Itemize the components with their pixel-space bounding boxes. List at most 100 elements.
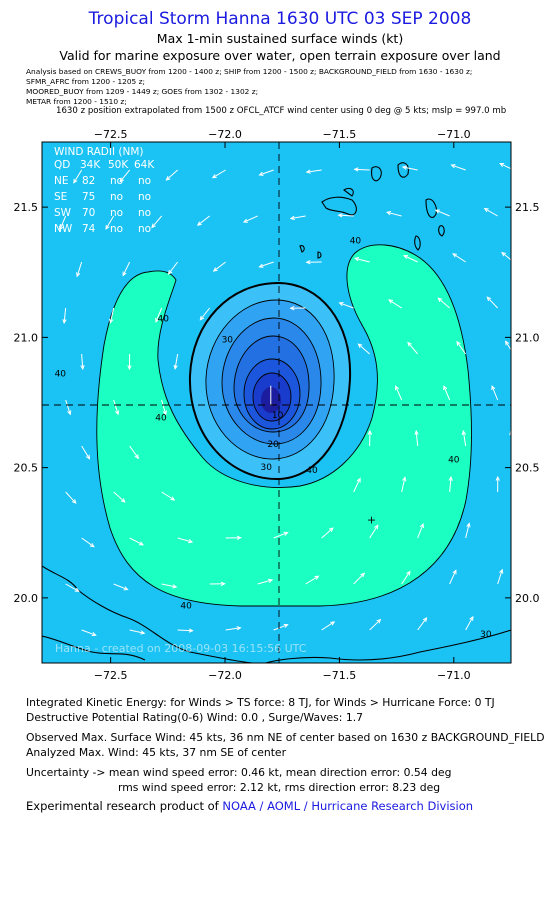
wind-vector-head	[338, 302, 344, 307]
uncertainty-line: Uncertainty -> mean wind speed error: 0.…	[26, 766, 452, 779]
wind-vector-head	[407, 341, 412, 347]
wind-vector-head	[188, 628, 194, 633]
wind-vector-head	[491, 385, 496, 391]
wind-vector	[290, 215, 306, 220]
wind-vector-head	[422, 617, 428, 622]
wind-vector-head	[353, 167, 359, 172]
wind-vector-head	[115, 410, 120, 416]
wind-vector-head	[74, 587, 80, 592]
wind-vector	[465, 523, 470, 539]
map-frame	[41, 141, 512, 664]
wind-vector-head	[374, 524, 379, 530]
wind-vector	[119, 169, 131, 182]
wind-radii-nw-34k: 74	[82, 223, 96, 235]
wind-vector-head	[119, 177, 124, 183]
creation-credit: Hanna - created on 2008-09-03 16:15:56 U…	[55, 642, 307, 655]
wind-vector-head	[127, 365, 132, 371]
wind-vector	[395, 386, 403, 401]
lon-tick-label: −71.5	[323, 669, 357, 682]
contour-label: 30	[260, 463, 272, 473]
wind-vector-head	[305, 259, 311, 265]
wind-vector-head	[328, 527, 334, 532]
wind-vector-head	[258, 171, 264, 176]
wind-vector	[113, 399, 119, 415]
uncertainty-line: rms wind speed error: 2.12 kt, rms direc…	[118, 781, 441, 794]
lon-tick-label: −72.0	[208, 128, 242, 141]
wind-radii-se-34k: 75	[82, 191, 95, 203]
position-note: 1630 z position extrapolated from 1500 z…	[56, 106, 507, 116]
wind-vector-head	[360, 572, 366, 578]
wind-vector-head	[448, 475, 453, 481]
wind-vector-head	[461, 430, 467, 436]
max-wind-marker: +	[367, 514, 376, 527]
wind-vector	[369, 525, 379, 539]
contour-label: 40	[306, 466, 318, 476]
wind-vector-head	[456, 340, 461, 346]
coastline-caicos	[371, 166, 382, 182]
lat-tick-label: 20.0	[515, 592, 540, 605]
wind-vector	[353, 478, 361, 493]
wind-vector-head	[376, 618, 382, 624]
wind-vector-head	[85, 454, 91, 460]
wind-vector	[168, 261, 179, 275]
wind-vector	[407, 342, 419, 355]
lat-tick-label: 20.0	[14, 592, 39, 605]
dpr-line: Destructive Potential Rating(0-6) Wind: …	[26, 711, 364, 724]
wind-vector-head	[499, 568, 504, 574]
source-line: METAR from 1200 - 1510 z;	[26, 97, 127, 106]
wind-vector	[514, 616, 520, 630]
wind-vector-head	[109, 318, 114, 324]
lon-tick-label: −71.0	[437, 128, 471, 141]
lat-tick-label: 21.5	[14, 201, 39, 214]
experimental-credit: Experimental research product of NOAA / …	[26, 799, 473, 813]
wind-vector	[273, 532, 288, 539]
lon-tick-label: −72.5	[94, 669, 128, 682]
wind-vector-head	[395, 385, 400, 391]
wind-radii-nw-50k: no	[110, 223, 123, 235]
wind-vector	[437, 297, 450, 309]
wind-vector	[122, 261, 131, 276]
wind-contour-line	[96, 244, 472, 607]
wind-vector-head	[123, 586, 129, 591]
wind-vectors	[59, 163, 520, 637]
wind-vector-head	[469, 615, 474, 621]
wind-vector	[305, 575, 319, 585]
wind-vector	[338, 214, 354, 217]
wind-radii-se-quadrant: SE	[54, 191, 67, 203]
wind-radii-header-50k: 50K	[108, 159, 129, 171]
wind-vector	[65, 583, 79, 592]
wind-vector	[199, 307, 211, 321]
contour-label: 40	[158, 315, 170, 325]
wind-vector	[113, 583, 128, 591]
wind-vector-head	[167, 269, 173, 275]
wind-vector	[155, 307, 163, 323]
wind-vector	[59, 215, 67, 231]
wind-vector-head	[386, 211, 392, 216]
coastline-hispaniola	[42, 565, 259, 663]
map-subtitle-exposure: Valid for marine exposure over water, op…	[59, 48, 501, 63]
wind-vector-head	[236, 626, 242, 631]
wind-vector-head	[353, 257, 360, 262]
contour-label: 40	[350, 237, 362, 247]
wind-vector	[403, 255, 418, 263]
wind-vector	[166, 169, 178, 181]
wind-vector	[65, 399, 71, 415]
wind-vector-head	[406, 570, 411, 576]
wind-vector-head	[212, 267, 218, 272]
axis-ticks: −72.5 −72.5 −72.0 −72.0 −71.5 −71.5 −71.0 −71.0…	[14, 128, 540, 682]
analyzed-wind-line: Analyzed Max. Wind: 45 kts, 37 nm SE of …	[26, 746, 287, 759]
wind-vector-head	[483, 207, 489, 213]
wind-vector	[497, 569, 503, 585]
wind-vector	[105, 215, 115, 230]
wind-vector	[514, 523, 516, 538]
wind-vector	[259, 261, 274, 268]
wind-vector	[456, 341, 467, 355]
wind-vector	[386, 211, 402, 217]
wind-vector-head	[419, 522, 424, 529]
wind-radii-ne-34k: 82	[82, 175, 95, 187]
wind-vector	[161, 399, 167, 415]
wind-vector-head	[401, 165, 407, 170]
coastline-islet	[299, 245, 305, 253]
wind-vector-head	[499, 163, 505, 167]
experimental-credit-org: NOAA / AOML / Hurricane Research Divisio…	[222, 799, 474, 813]
